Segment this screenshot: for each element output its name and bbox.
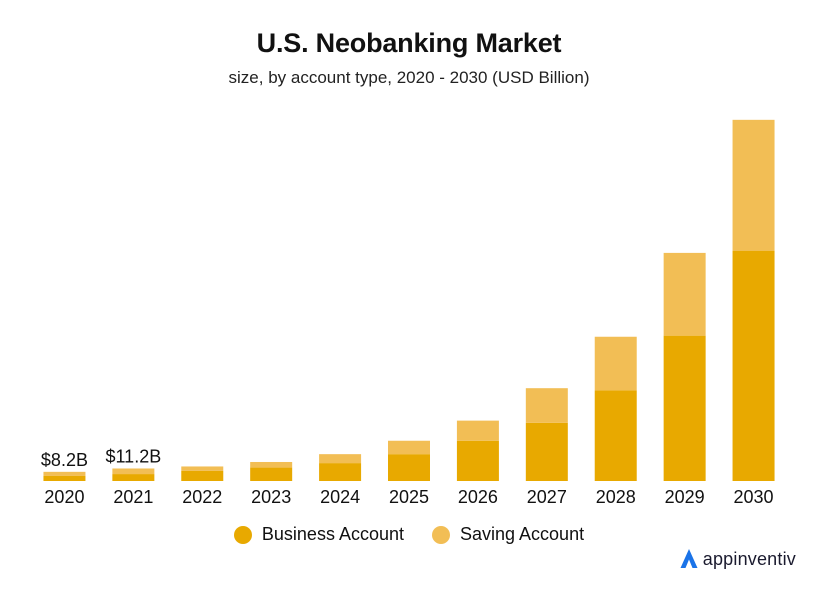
bars-group (43, 119, 775, 481)
bar-saving-2025 (388, 440, 430, 455)
bar-saving-2023 (250, 461, 293, 468)
bar-business-2027 (525, 422, 568, 481)
x-tick-label-2029: 2029 (665, 487, 705, 507)
bar-saving-2027 (525, 388, 568, 423)
triangle-logo-icon (680, 549, 698, 568)
x-tick-label-2023: 2023 (251, 487, 291, 507)
brand-logo: appinventiv (679, 548, 796, 570)
x-tick-label-2025: 2025 (389, 487, 429, 507)
data-label-2020: $8.2B (41, 450, 88, 470)
labels-group: 2020 $8.2B 2021 $11.2B 2022 2023 2024 2025 2026 2… (41, 446, 774, 507)
data-label-2021: $11.2B (106, 446, 162, 466)
bar-business-2023 (250, 467, 293, 481)
legend-label-business: Business Account (261, 524, 404, 544)
bar-business-2020 (43, 475, 86, 481)
bar-business-2021 (112, 474, 155, 481)
x-tick-label-2024: 2024 (320, 487, 360, 507)
bar-business-2030 (732, 250, 775, 481)
bar-business-2022 (181, 470, 224, 481)
legend-item-saving: Saving Account (432, 524, 584, 545)
x-tick-label-2021: 2021 (113, 487, 153, 507)
bar-business-2024 (319, 463, 362, 481)
bar-saving-2030 (732, 119, 775, 251)
bar-business-2028 (594, 390, 637, 481)
chart-subtitle: size, by account type, 2020 - 2030 (USD … (228, 68, 590, 87)
bar-saving-2028 (594, 336, 637, 391)
x-tick-label-2022: 2022 (182, 487, 222, 507)
bar-saving-2024 (319, 454, 362, 464)
x-tick-label-2028: 2028 (596, 487, 636, 507)
x-tick-label-2026: 2026 (458, 487, 498, 507)
bar-saving-2029 (663, 252, 706, 336)
legend-item-business: Business Account (233, 524, 404, 545)
bar-saving-2022 (181, 466, 224, 471)
x-tick-label-2027: 2027 (527, 487, 567, 507)
legend-swatch-business (233, 525, 252, 544)
bar-business-2026 (456, 440, 499, 481)
legend: Business Account Saving Account (0, 524, 818, 545)
bar-saving-2026 (456, 420, 499, 441)
bar-business-2029 (663, 335, 706, 481)
x-tick-label-2030: 2030 (734, 487, 774, 507)
x-tick-label-2020: 2020 (44, 487, 84, 507)
legend-swatch-saving (432, 525, 450, 544)
brand-name: appinventiv (702, 548, 796, 569)
bar-saving-2021 (112, 468, 155, 475)
bar-business-2025 (388, 454, 430, 481)
chart-title: U.S. Neobanking Market (256, 28, 562, 58)
legend-label-saving: Saving Account (460, 524, 585, 544)
bar-saving-2020 (43, 471, 86, 476)
